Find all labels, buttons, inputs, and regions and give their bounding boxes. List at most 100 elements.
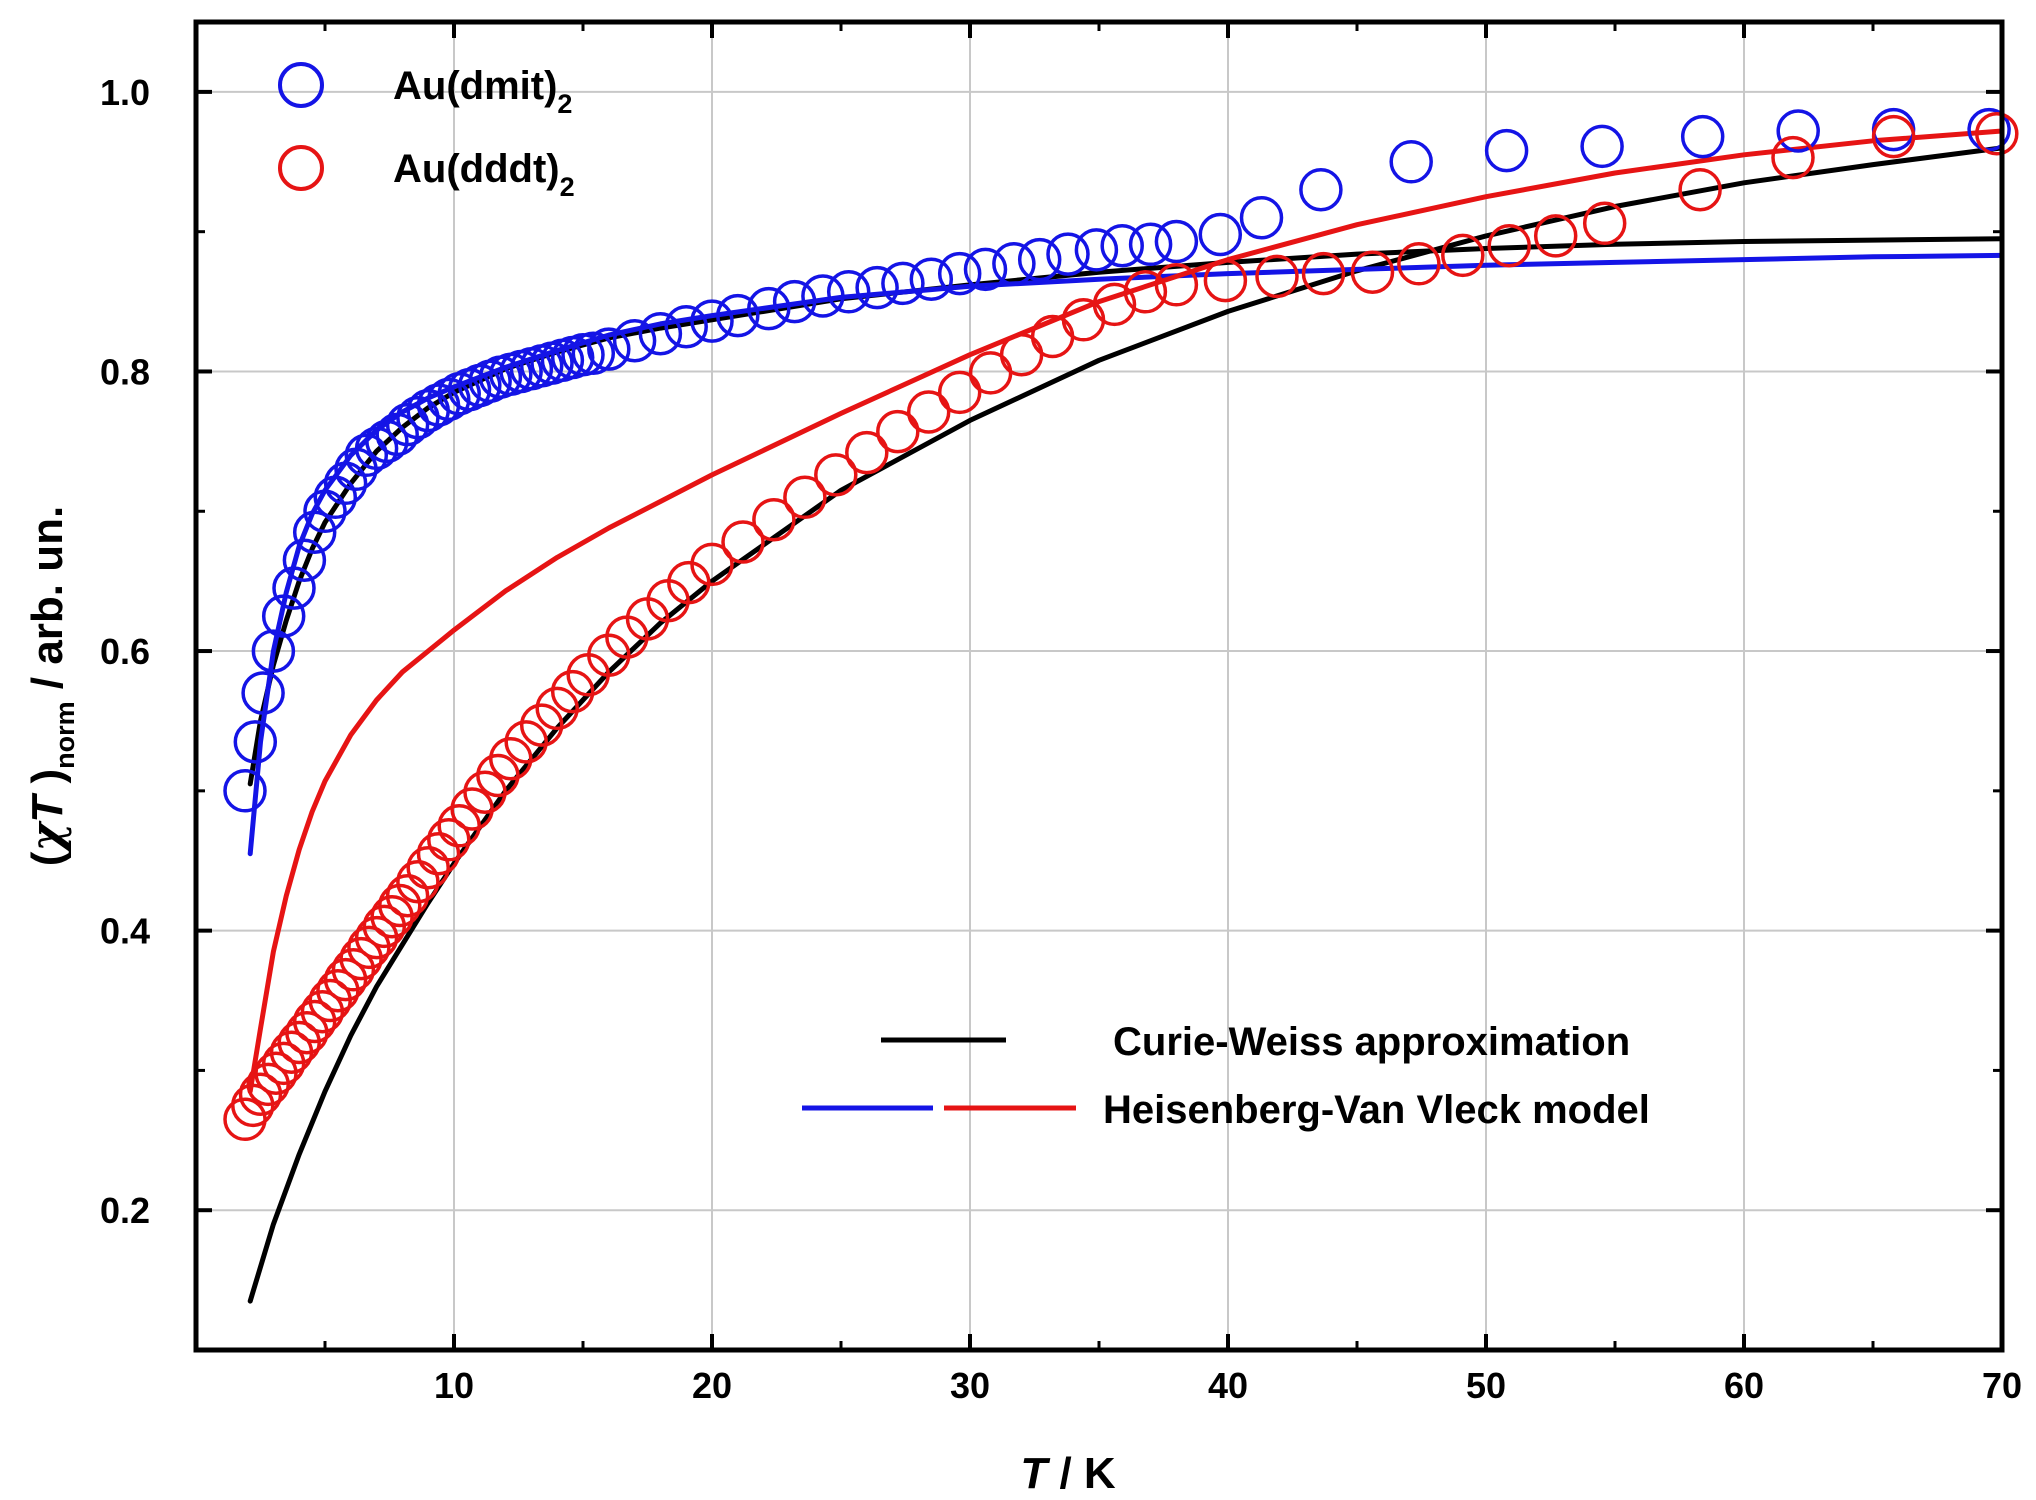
- data-point: [1239, 195, 1284, 240]
- data-point: [716, 293, 760, 338]
- data-point: [992, 242, 1036, 286]
- data-point: [721, 520, 765, 564]
- data-point: [1299, 167, 1343, 212]
- legend-label-hvv: Heisenberg-Van Vleck model: [1103, 1088, 1650, 1132]
- x-tick-label: 10: [434, 1365, 474, 1406]
- data-point: [313, 475, 358, 520]
- legend-marker-dddt: [278, 145, 324, 191]
- data-point: [1046, 232, 1090, 276]
- data-point: [814, 453, 858, 497]
- data-point: [909, 257, 954, 301]
- data-point: [1350, 250, 1395, 294]
- legend-markers: Au(dmit)2 Au(dddt)2: [278, 62, 575, 202]
- data-point: [963, 247, 1008, 292]
- data-point: [1198, 212, 1243, 257]
- data-point: [1100, 223, 1144, 268]
- data-point: [1487, 223, 1531, 268]
- data-point: [282, 538, 327, 582]
- legend-marker-dmit: [278, 62, 324, 108]
- data-point: [906, 390, 951, 434]
- data-point: [233, 720, 278, 764]
- series-line: [247, 252, 2002, 857]
- data-point: [292, 510, 337, 554]
- y-axis-unit: / arb. un.: [23, 506, 72, 702]
- data-point: [937, 251, 982, 296]
- data-markers: [223, 107, 2019, 1142]
- x-tick-label: 20: [692, 1365, 732, 1406]
- data-point: [1771, 135, 1815, 180]
- legend-label-dddt-name: Au(dddt): [393, 147, 560, 191]
- data-point: [272, 566, 316, 610]
- y-tick-label: 0.8: [100, 351, 150, 392]
- data-point: [1776, 109, 1820, 153]
- data-point: [638, 311, 683, 356]
- data-point: [406, 845, 450, 890]
- data-point: [801, 274, 845, 318]
- data-point: [1255, 254, 1299, 299]
- x-tick-label: 50: [1466, 1365, 1506, 1406]
- data-point: [1580, 124, 1624, 169]
- series-line: [247, 145, 2002, 1304]
- y-axis-paren-open: (: [23, 851, 72, 866]
- data-point: [535, 686, 579, 731]
- data-point: [747, 286, 791, 331]
- data-point: [937, 370, 982, 415]
- data-point: [1441, 233, 1485, 278]
- data-point: [1092, 282, 1137, 327]
- data-point: [1301, 251, 1346, 296]
- legend-label-dmit: Au(dmit)2: [393, 64, 572, 119]
- y-axis-chi: χ: [22, 820, 73, 855]
- data-point: [1397, 242, 1441, 286]
- data-point: [1678, 167, 1722, 212]
- data-point: [463, 770, 507, 814]
- y-tick-labels: 0.2 0.4 0.6 0.8 1.0: [100, 72, 150, 1231]
- data-point: [223, 769, 267, 813]
- data-point: [1154, 263, 1199, 307]
- data-point: [1582, 201, 1627, 246]
- x-axis-unit: / K: [1047, 1449, 1116, 1498]
- x-axis-title: T / K: [1020, 1449, 1116, 1498]
- data-point: [261, 594, 306, 638]
- data-point: [437, 804, 481, 848]
- x-tick-label: 40: [1208, 1365, 1248, 1406]
- data-point: [845, 430, 889, 475]
- x-tick-label: 60: [1724, 1365, 1764, 1406]
- x-axis-variable: T: [1020, 1449, 1050, 1498]
- data-point: [241, 671, 285, 715]
- data-point: [690, 299, 734, 343]
- y-tick-label: 0.4: [100, 911, 150, 952]
- data-point: [519, 703, 564, 747]
- legend-label-dddt-sub: 2: [560, 172, 575, 202]
- data-point: [303, 489, 347, 534]
- data-point: [1203, 258, 1248, 303]
- data-point: [416, 831, 461, 876]
- y-tick-label: 1.0: [100, 72, 150, 113]
- data-point: [427, 377, 471, 422]
- y-axis-t: T: [23, 793, 72, 823]
- data-point: [385, 873, 430, 918]
- x-tick-labels: 10 20 30 40 50 60 70: [434, 1365, 2022, 1406]
- legend-label-dmit-name: Au(dmit): [393, 64, 557, 108]
- data-point: [1871, 114, 1916, 159]
- data-point: [251, 629, 296, 673]
- data-point: [772, 279, 817, 324]
- data-point: [1680, 114, 1725, 159]
- plot-frame: [193, 19, 2005, 1353]
- data-point: [450, 787, 494, 831]
- data-point: [1389, 140, 1433, 184]
- data-point: [550, 669, 595, 714]
- data-point: [881, 261, 925, 306]
- data-point: [690, 542, 734, 587]
- data-point: [664, 304, 708, 349]
- data-point: [1967, 107, 2011, 152]
- data-point: [1975, 112, 2019, 156]
- series-line: [247, 128, 2002, 1094]
- data-point: [876, 409, 920, 454]
- data-point: [855, 265, 899, 310]
- data-point: [1484, 128, 1529, 173]
- data-point: [1533, 214, 1578, 258]
- y-axis-subscript: norm: [50, 701, 80, 769]
- data-point: [1154, 219, 1199, 264]
- data-point: [752, 497, 796, 542]
